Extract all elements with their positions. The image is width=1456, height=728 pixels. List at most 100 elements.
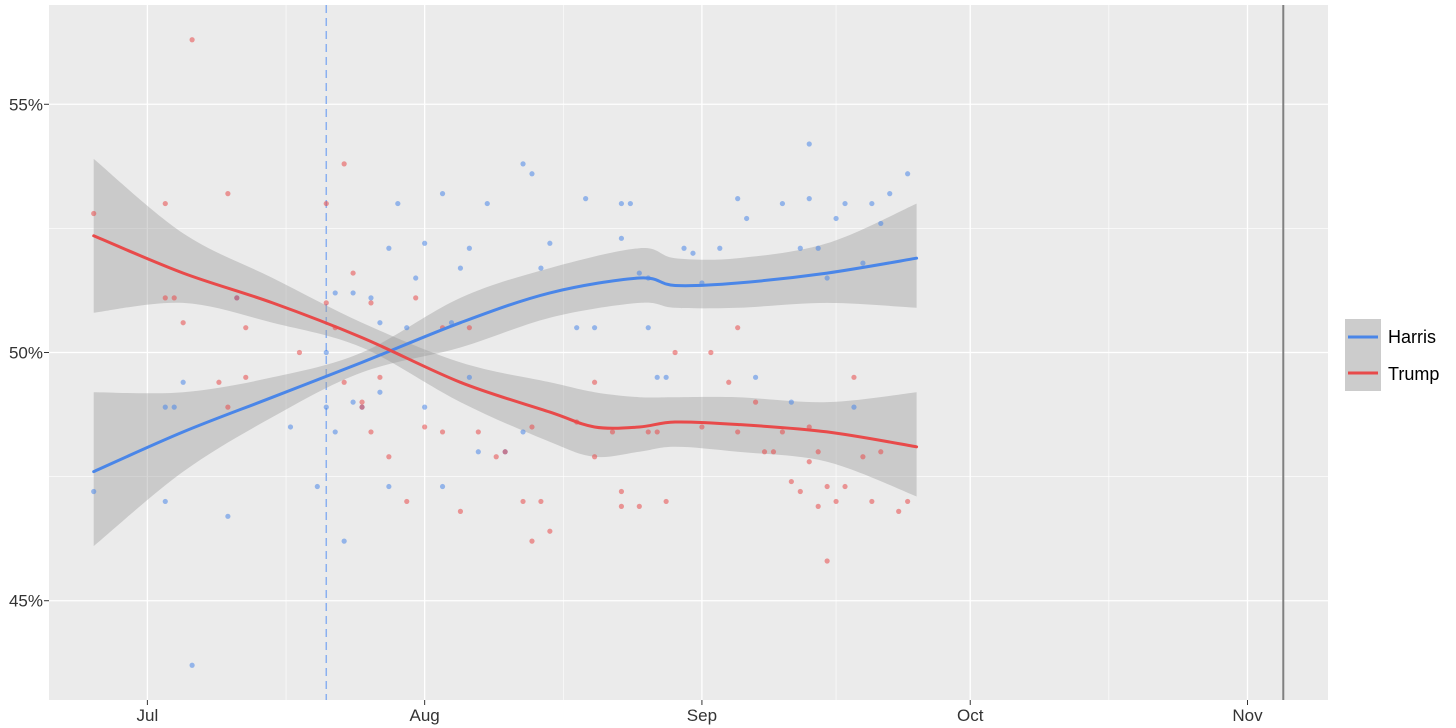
point-harris bbox=[350, 399, 356, 405]
x-tick-label: Nov bbox=[1232, 706, 1263, 725]
point-harris bbox=[439, 191, 446, 197]
legend-item-harris: Harris bbox=[1345, 319, 1436, 355]
point-trump bbox=[591, 454, 598, 460]
point-trump bbox=[386, 454, 392, 460]
point-trump bbox=[851, 374, 857, 380]
ribbon-trump bbox=[93, 158, 917, 497]
point-trump bbox=[234, 295, 240, 301]
point-trump bbox=[162, 200, 168, 207]
point-harris bbox=[466, 245, 472, 251]
point-trump bbox=[413, 295, 419, 301]
point-harris bbox=[386, 245, 392, 251]
point-trump bbox=[350, 270, 356, 276]
point-harris bbox=[538, 265, 544, 271]
point-trump bbox=[824, 558, 830, 564]
x-tick-label: Sep bbox=[687, 706, 717, 725]
point-harris bbox=[583, 196, 589, 202]
point-trump bbox=[654, 429, 660, 435]
point-harris bbox=[690, 250, 696, 256]
point-harris bbox=[735, 196, 741, 202]
point-trump bbox=[359, 399, 365, 405]
point-harris bbox=[824, 275, 830, 281]
point-trump bbox=[502, 449, 508, 455]
point-trump bbox=[672, 349, 678, 356]
x-tick-label: Aug bbox=[410, 706, 440, 725]
point-trump bbox=[180, 320, 186, 326]
point-harris bbox=[395, 200, 401, 207]
point-trump bbox=[618, 488, 625, 495]
point-trump bbox=[216, 379, 222, 385]
point-harris bbox=[574, 325, 580, 331]
point-harris bbox=[439, 483, 446, 490]
point-harris bbox=[323, 349, 329, 356]
confidence-ribbons bbox=[93, 158, 917, 547]
point-trump bbox=[547, 528, 553, 534]
point-trump bbox=[243, 374, 249, 380]
point-harris bbox=[529, 171, 535, 177]
point-trump bbox=[529, 424, 535, 430]
point-harris bbox=[189, 662, 195, 668]
point-trump bbox=[377, 374, 383, 380]
point-harris bbox=[636, 270, 642, 276]
y-tick-label: 50% bbox=[9, 344, 43, 363]
point-harris bbox=[842, 200, 848, 207]
point-harris bbox=[618, 235, 625, 241]
point-harris bbox=[162, 404, 168, 410]
point-harris bbox=[404, 325, 410, 331]
point-harris bbox=[287, 424, 294, 430]
point-trump bbox=[860, 454, 866, 460]
point-harris bbox=[806, 196, 812, 202]
point-harris bbox=[806, 141, 812, 147]
point-harris bbox=[744, 215, 750, 222]
point-trump bbox=[171, 295, 177, 301]
point-trump bbox=[404, 498, 410, 505]
point-trump bbox=[905, 498, 911, 505]
point-trump bbox=[663, 498, 669, 505]
point-harris bbox=[878, 220, 884, 227]
point-trump bbox=[422, 424, 428, 430]
point-trump bbox=[225, 191, 231, 197]
point-trump bbox=[869, 498, 875, 505]
point-trump bbox=[225, 404, 231, 410]
x-tick-label: Jul bbox=[137, 706, 159, 725]
point-harris bbox=[314, 483, 320, 490]
point-harris bbox=[752, 374, 759, 380]
point-trump bbox=[806, 459, 812, 465]
point-trump bbox=[770, 449, 777, 455]
point-harris bbox=[645, 325, 651, 331]
point-harris bbox=[779, 200, 786, 207]
point-harris bbox=[520, 161, 526, 167]
point-harris bbox=[171, 404, 177, 410]
point-harris bbox=[627, 200, 633, 207]
point-harris bbox=[833, 215, 839, 222]
point-trump bbox=[896, 508, 902, 514]
point-harris bbox=[869, 200, 875, 207]
legend-label-trump: Trump bbox=[1388, 364, 1439, 384]
point-trump bbox=[466, 325, 472, 331]
x-tick-label: Oct bbox=[957, 706, 984, 725]
point-harris bbox=[815, 245, 821, 251]
point-harris bbox=[180, 379, 186, 385]
point-harris bbox=[905, 171, 911, 177]
point-trump bbox=[323, 300, 329, 306]
point-harris bbox=[547, 240, 553, 246]
point-harris bbox=[475, 449, 481, 455]
reference-lines bbox=[325, 5, 1285, 700]
point-trump bbox=[591, 379, 598, 385]
point-trump bbox=[699, 424, 705, 430]
point-trump bbox=[189, 37, 195, 43]
point-trump bbox=[368, 429, 374, 435]
point-harris bbox=[332, 290, 338, 296]
point-trump bbox=[609, 429, 616, 435]
ribbon-harris bbox=[93, 203, 917, 547]
y-tick-label: 55% bbox=[9, 95, 43, 114]
point-harris bbox=[422, 240, 428, 246]
point-trump bbox=[726, 379, 732, 385]
point-harris bbox=[377, 320, 383, 326]
point-trump bbox=[538, 498, 544, 505]
point-trump bbox=[842, 483, 848, 490]
point-trump bbox=[91, 210, 97, 217]
point-trump bbox=[708, 349, 714, 356]
point-trump bbox=[475, 429, 481, 435]
